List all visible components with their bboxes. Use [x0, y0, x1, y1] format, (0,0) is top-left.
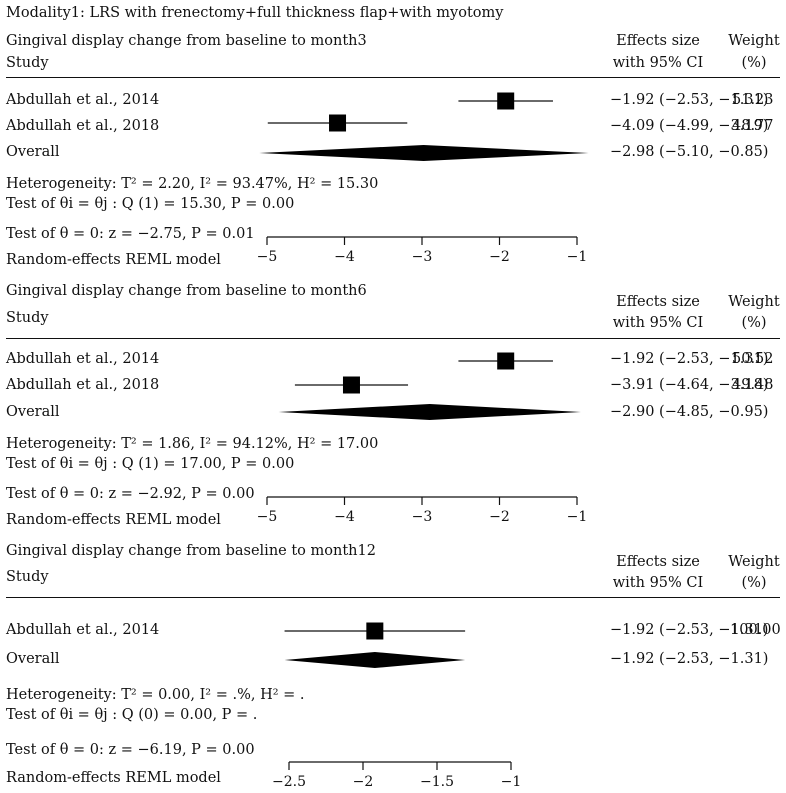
panel-1-study-2-weight: 48.77: [732, 118, 774, 134]
panel-1-study-1-ci: −1.92 (−2.53, −1.31): [610, 92, 769, 108]
panel-1-heterogeneity: Heterogeneity: T² = 2.20, I² = 93.47%, H…: [6, 176, 379, 192]
panel-3-weight-header-2: (%): [741, 575, 767, 591]
panel-2-study-1-ci: −1.92 (−2.53, −1.31): [610, 351, 769, 367]
panel-3-weight-header-1: Weight: [728, 554, 780, 570]
panel-1-study-label: Study: [6, 55, 49, 71]
panel-1-tick-label-3: −3: [412, 249, 433, 265]
panel-2-weight-header-2: (%): [741, 315, 767, 331]
panel-2-weight-header-1: Weight: [728, 294, 780, 310]
panel-1-tick-label-2: −4: [334, 249, 355, 265]
panel-2-overall-ci: −2.90 (−4.85, −0.95): [610, 404, 769, 420]
panel-1-study-2-name: Abdullah et al., 2018: [6, 118, 160, 134]
panel-1-test-q: Test of θi = θj : Q (1) = 15.30, P = 0.0…: [6, 196, 295, 212]
modality-title: Modality1: LRS with frenectomy+full thic…: [6, 5, 504, 21]
panel-3-test-theta: Test of θ = 0: z = −6.19, P = 0.00: [6, 742, 255, 758]
panel-1-study-2-marker: [329, 114, 347, 132]
panel-1-weight-header-1: Weight: [728, 33, 780, 49]
panel-2-model: Random-effects REML model: [6, 512, 221, 528]
panel-3-overall-label: Overall: [6, 651, 60, 667]
panel-2-title: Gingival display change from baseline to…: [6, 283, 367, 299]
panel-2-heterogeneity: Heterogeneity: T² = 1.86, I² = 94.12%, H…: [6, 436, 379, 452]
panel-3-effects-header-2: with 95% CI: [612, 575, 704, 591]
panel-1-study-1-marker: [497, 92, 515, 110]
panel-1-model: Random-effects REML model: [6, 252, 221, 268]
panel-1-weight-header-2: (%): [741, 55, 767, 71]
panel-3-overall-diamond: [284, 652, 466, 668]
panel-1-test-theta: Test of θ = 0: z = −2.75, P = 0.01: [6, 226, 255, 242]
panel-2-study-1-name: Abdullah et al., 2014: [6, 351, 160, 367]
panel-2-tick-label-3: −3: [412, 509, 433, 525]
panel-1-overall-ci: −2.98 (−5.10, −0.85): [610, 144, 769, 160]
panel-2-study-2-weight: 49.48: [732, 377, 774, 393]
panel-3-test-q: Test of θi = θj : Q (0) = 0.00, P = .: [6, 707, 258, 723]
panel-3-tick-label-2: −2: [353, 774, 374, 790]
panel-2-tick-label-5: −1: [567, 509, 588, 525]
panel-2-study-2-name: Abdullah et al., 2018: [6, 377, 160, 393]
panel-1-tick-label-4: −2: [489, 249, 510, 265]
panel-1-header-rule: [6, 77, 780, 78]
panel-1-study-1-name: Abdullah et al., 2014: [6, 92, 160, 108]
panel-3-tick-label-4: −1: [501, 774, 522, 790]
panel-2-study-1-weight: 50.52: [732, 351, 774, 367]
panel-2-study-2-ci: −3.91 (−4.64, −3.18): [610, 377, 769, 393]
panel-3-tick-label-3: −1.5: [420, 774, 454, 790]
panel-2-study-label: Study: [6, 310, 49, 326]
panel-3-study-1-name: Abdullah et al., 2014: [6, 622, 160, 638]
panel-2-test-theta: Test of θ = 0: z = −2.92, P = 0.00: [6, 486, 255, 502]
panel-3-study-label: Study: [6, 569, 49, 585]
panel-3-overall-ci: −1.92 (−2.53, −1.31): [610, 651, 769, 667]
panel-2-tick-label-2: −4: [334, 509, 355, 525]
panel-3-tick-label-1: −2.5: [272, 774, 306, 790]
panel-3-heterogeneity: Heterogeneity: T² = 0.00, I² = .%, H² = …: [6, 687, 305, 703]
panel-1-tick-label-5: −1: [567, 249, 588, 265]
panel-2-overall-label: Overall: [6, 404, 60, 420]
panel-2-overall-diamond: [278, 404, 581, 420]
panel-3-header-rule: [6, 597, 780, 598]
panel-1-tick-label-1: −5: [257, 249, 278, 265]
panel-1-overall-diamond: [259, 145, 589, 161]
panel-2-study-1-marker: [497, 352, 515, 370]
panel-2-tick-label-1: −5: [257, 509, 278, 525]
panel-2-effects-header-1: Effects size: [616, 294, 700, 310]
panel-1-study-1-weight: 51.23: [732, 92, 774, 108]
panel-2-study-2-marker: [342, 376, 360, 394]
panel-1-effects-header-1: Effects size: [616, 33, 700, 49]
panel-3-title: Gingival display change from baseline to…: [6, 543, 376, 559]
panel-1-effects-header-2: with 95% CI: [612, 55, 704, 71]
panel-3-model: Random-effects REML model: [6, 770, 221, 786]
panel-1-title: Gingival display change from baseline to…: [6, 33, 367, 49]
panel-2-effects-header-2: with 95% CI: [612, 315, 704, 331]
panel-3-effects-header-1: Effects size: [616, 554, 700, 570]
panel-3-study-1-ci: −1.92 (−2.53, −1.31): [610, 622, 769, 638]
panel-2-test-q: Test of θi = θj : Q (1) = 17.00, P = 0.0…: [6, 456, 295, 472]
panel-1-overall-label: Overall: [6, 144, 60, 160]
panel-2-header-rule: [6, 338, 780, 339]
panel-1-study-2-ci: −4.09 (−4.99, −3.19): [610, 118, 769, 134]
panel-2-tick-label-4: −2: [489, 509, 510, 525]
panel-3-study-1-weight: 100.00: [730, 622, 781, 638]
panel-3-study-1-marker: [366, 622, 384, 640]
